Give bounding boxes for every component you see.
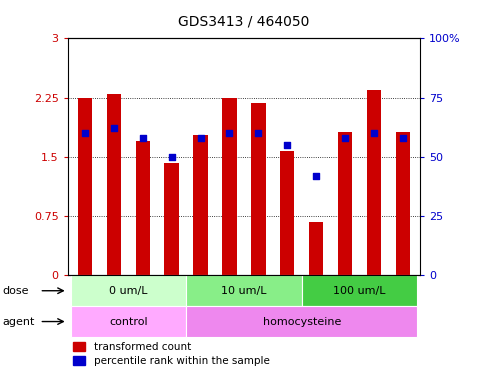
Text: control: control xyxy=(109,316,148,326)
Text: agent: agent xyxy=(2,316,35,326)
Bar xyxy=(251,103,266,275)
Bar xyxy=(186,275,302,306)
Point xyxy=(399,135,407,141)
Bar xyxy=(71,275,186,306)
Point xyxy=(341,135,349,141)
Bar xyxy=(280,151,295,275)
Point xyxy=(168,154,175,160)
Point xyxy=(81,130,89,136)
Text: 0 um/L: 0 um/L xyxy=(109,286,148,296)
Bar xyxy=(107,94,121,275)
Bar xyxy=(164,163,179,275)
Text: 100 um/L: 100 um/L xyxy=(333,286,386,296)
Point xyxy=(110,125,118,131)
Text: homocysteine: homocysteine xyxy=(263,316,341,326)
Point xyxy=(313,173,320,179)
Point xyxy=(139,135,147,141)
Bar xyxy=(367,90,381,275)
Point xyxy=(284,142,291,148)
Text: 10 um/L: 10 um/L xyxy=(221,286,267,296)
Legend: transformed count, percentile rank within the sample: transformed count, percentile rank withi… xyxy=(73,342,270,366)
Bar xyxy=(71,306,186,337)
Text: GDS3413 / 464050: GDS3413 / 464050 xyxy=(178,15,310,29)
Point xyxy=(370,130,378,136)
Bar xyxy=(78,98,92,275)
Point xyxy=(255,130,262,136)
Bar xyxy=(193,135,208,275)
Bar xyxy=(222,98,237,275)
Bar xyxy=(186,306,417,337)
Bar xyxy=(302,275,417,306)
Bar xyxy=(338,132,352,275)
Bar xyxy=(309,222,324,275)
Point xyxy=(197,135,204,141)
Bar xyxy=(396,132,410,275)
Text: dose: dose xyxy=(2,286,29,296)
Point xyxy=(226,130,233,136)
Bar xyxy=(136,141,150,275)
